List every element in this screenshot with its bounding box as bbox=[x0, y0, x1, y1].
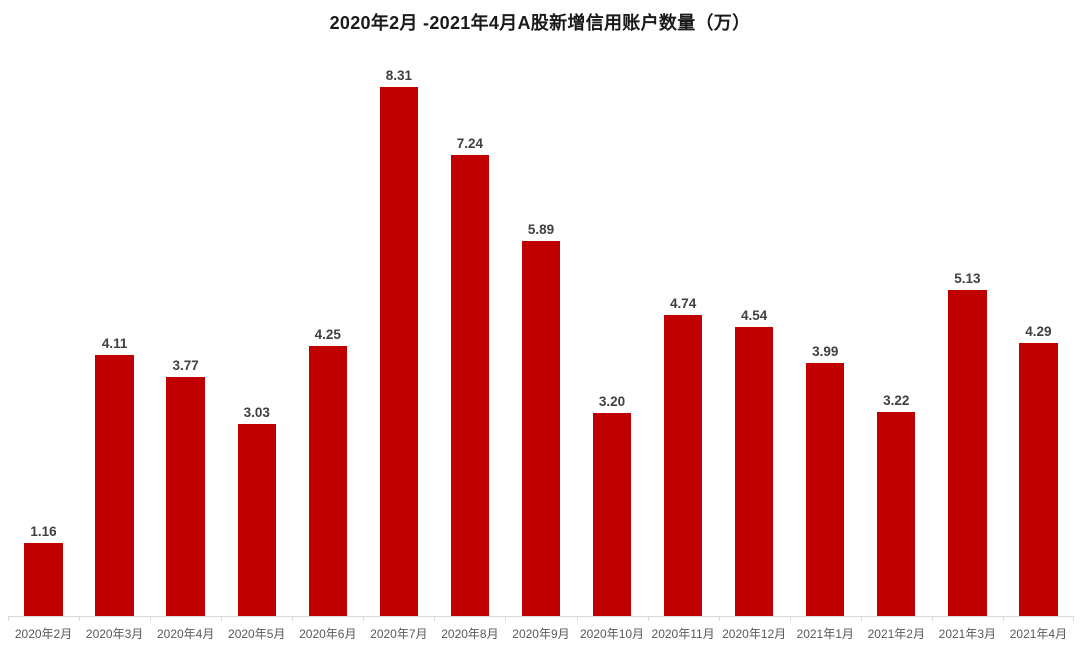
bar bbox=[379, 87, 419, 617]
x-axis-label: 2020年2月 bbox=[8, 616, 79, 651]
bar bbox=[95, 355, 134, 617]
x-axis-label: 2020年8月 bbox=[434, 616, 505, 651]
chart-title: 2020年2月 -2021年4月A股新增信用账户数量（万） bbox=[329, 13, 751, 33]
bar bbox=[521, 241, 561, 617]
bar bbox=[450, 155, 490, 617]
bar-value-label: 3.77 bbox=[172, 357, 199, 373]
bar-value-label: 4.11 bbox=[101, 335, 128, 351]
x-axis-label: 2021年3月 bbox=[931, 616, 1003, 651]
bar bbox=[166, 377, 205, 617]
x-axis-label: 2020年9月 bbox=[505, 616, 576, 651]
bar bbox=[734, 327, 774, 617]
bar bbox=[663, 315, 703, 617]
bar-value-label: 8.31 bbox=[385, 67, 412, 83]
bar-column: 4.11 bbox=[79, 48, 150, 617]
bar-column: 4.54 bbox=[719, 48, 790, 617]
bar bbox=[308, 346, 347, 617]
bar bbox=[24, 543, 63, 617]
bar-column: 3.22 bbox=[861, 48, 932, 617]
bar bbox=[877, 412, 916, 617]
bar-value-label: 3.20 bbox=[598, 393, 626, 409]
bar-column: 5.89 bbox=[505, 48, 576, 617]
x-axis-label: 2020年11月 bbox=[647, 616, 719, 651]
x-axis-label: 2020年3月 bbox=[79, 616, 150, 651]
bar-column: 5.13 bbox=[932, 48, 1003, 617]
bars-container: 1.16 4.11 3.77 3.03 4.25 8.31 7.24 5.89 3.20 4.74… bbox=[8, 48, 1074, 617]
bar-column: 3.20 bbox=[577, 48, 648, 617]
bar-value-label: 5.13 bbox=[954, 270, 981, 286]
x-axis-label: 2021年1月 bbox=[789, 616, 861, 651]
bar-value-label: 7.24 bbox=[456, 135, 484, 151]
x-axis-label: 2020年10月 bbox=[576, 616, 648, 651]
x-axis-label: 2020年4月 bbox=[150, 616, 221, 651]
bar-column: 3.77 bbox=[150, 48, 221, 617]
bar-value-label: 3.22 bbox=[883, 392, 910, 408]
bar-value-label: 4.74 bbox=[669, 295, 697, 311]
bar-column: 4.29 bbox=[1003, 48, 1074, 617]
bar-column: 1.16 bbox=[8, 48, 79, 617]
plot-area: 1.16 4.11 3.77 3.03 4.25 8.31 7.24 5.89 3.20 4.74… bbox=[8, 48, 1074, 651]
bar-value-label: 4.54 bbox=[741, 307, 768, 323]
x-axis-label: 2020年7月 bbox=[363, 616, 434, 651]
bar-column: 7.24 bbox=[434, 48, 505, 617]
x-axis-label: 2021年4月 bbox=[1002, 616, 1074, 651]
bar-value-label: 3.99 bbox=[812, 343, 839, 359]
bar bbox=[948, 290, 987, 617]
bar bbox=[237, 424, 276, 617]
bar-column: 4.74 bbox=[648, 48, 719, 617]
x-axis: 2020年2月 2020年3月 2020年4月 2020年5月 2020年6月 2020年… bbox=[8, 616, 1074, 651]
bar bbox=[806, 363, 845, 617]
bar-value-label: 5.89 bbox=[527, 221, 555, 237]
bar-value-label: 1.16 bbox=[30, 523, 57, 539]
bar-value-label: 4.29 bbox=[1025, 323, 1052, 339]
x-axis-label: 2021年2月 bbox=[860, 616, 932, 651]
bar bbox=[592, 413, 632, 617]
bar bbox=[1019, 343, 1058, 617]
bar-column: 8.31 bbox=[363, 48, 434, 617]
x-axis-label: 2020年12月 bbox=[718, 616, 790, 651]
bar-value-label: 4.25 bbox=[314, 326, 341, 342]
bar-column: 3.99 bbox=[790, 48, 861, 617]
x-axis-label: 2020年6月 bbox=[292, 616, 363, 651]
bar-column: 4.25 bbox=[292, 48, 363, 617]
bar-column: 3.03 bbox=[221, 48, 292, 617]
bar-value-label: 3.03 bbox=[243, 404, 270, 420]
x-axis-label: 2020年5月 bbox=[221, 616, 292, 651]
